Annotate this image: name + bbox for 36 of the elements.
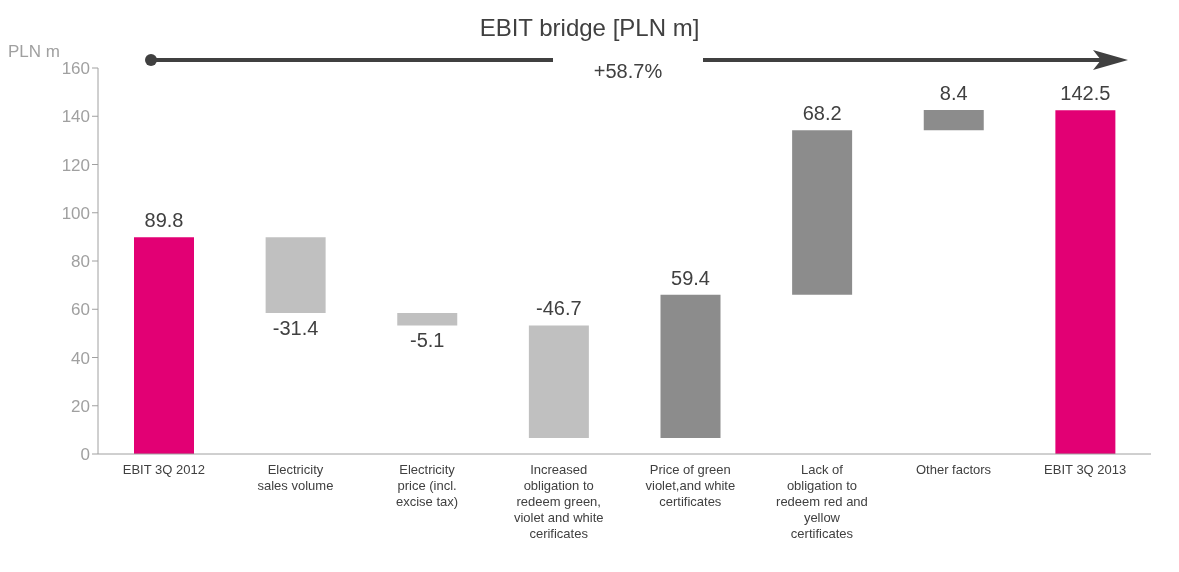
x-tick-label: Increased obligation to redeem green, violet and white cerificates [513, 462, 604, 541]
bar [528, 325, 589, 439]
x-tick-label: Price of green violet,and white certificates [645, 462, 736, 509]
annotation: +58.7% [592, 60, 664, 83]
x-tick-label: Other factors [915, 462, 992, 477]
y-tick-label: 100 [61, 203, 90, 223]
data-label: -5.1 [410, 329, 445, 352]
y-tick-label: 160 [61, 59, 90, 79]
bar [265, 237, 326, 314]
bar [792, 130, 853, 295]
data-label: 59.4 [671, 266, 710, 289]
y-axis-title: PLN m [8, 42, 60, 62]
y-tick-label: 120 [61, 155, 90, 175]
data-label: -31.4 [272, 317, 319, 340]
y-tick-label: 40 [71, 348, 90, 368]
chart-title: EBIT bridge [PLN m] [478, 14, 701, 42]
data-label: 8.4 [939, 81, 968, 104]
x-tick-label: EBIT 3Q 2012 [122, 462, 205, 477]
data-label: -46.7 [536, 297, 582, 320]
x-tick-label: Lack of obligation to redeem red and yellow certificates [776, 462, 868, 541]
bar [397, 313, 458, 326]
bar [1055, 110, 1116, 454]
data-label: 142.5 [1060, 82, 1111, 105]
x-tick-label: Electricity price (incl. excise tax) [395, 462, 459, 509]
bar [923, 109, 984, 131]
bar [134, 237, 194, 454]
y-tick-label: 20 [71, 396, 90, 416]
data-label: 68.2 [802, 102, 842, 125]
bar [660, 294, 721, 439]
data-label: 89.8 [144, 209, 184, 232]
y-tick-label: 80 [71, 252, 90, 272]
x-tick-label: Electricity sales volume [257, 462, 334, 493]
x-tick-label: EBIT 3Q 2013 [1044, 462, 1127, 477]
y-tick-label: 140 [61, 107, 90, 127]
y-tick-label: 60 [71, 300, 90, 320]
y-tick-label: 0 [80, 445, 90, 465]
